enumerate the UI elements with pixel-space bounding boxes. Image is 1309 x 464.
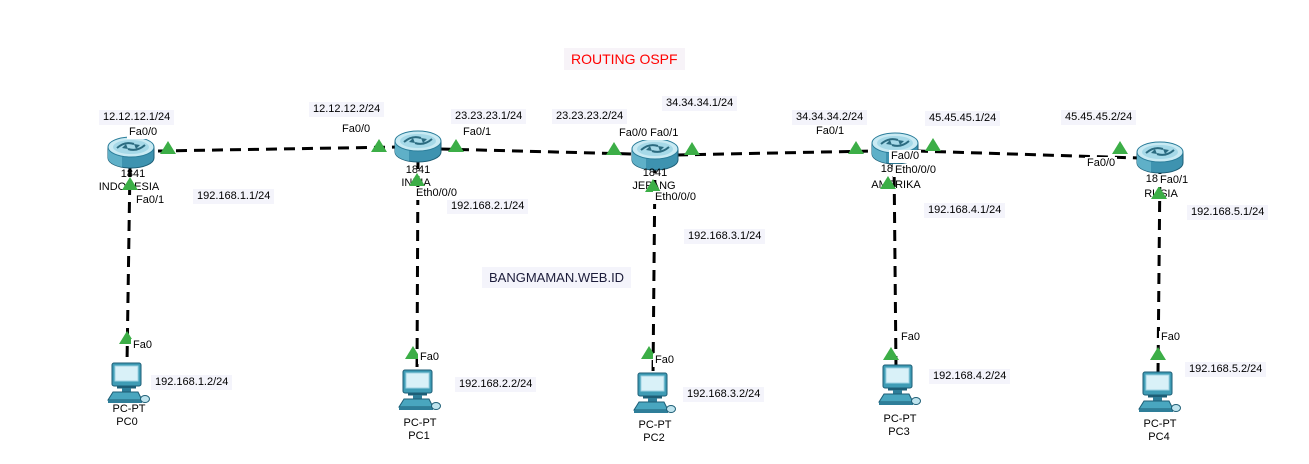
pc-name-label: PC1 <box>408 430 430 442</box>
pc-name-label: PC3 <box>888 426 910 438</box>
router-rusia[interactable] <box>1136 141 1184 180</box>
port-label-rusia-fa0-1: Fa0/1 <box>1158 174 1191 187</box>
port-label-pc0-fa0: Fa0 <box>131 339 154 352</box>
link-up-icon <box>1112 141 1128 154</box>
ip-note-wan1-b[interactable]: 12.12.12.2/24 <box>309 102 385 117</box>
link-india-jepang[interactable] <box>439 147 634 156</box>
port-label-india-fa0-0: Fa0/0 <box>340 123 373 136</box>
ip-note-wan2-b[interactable]: 23.23.23.2/24 <box>552 109 628 124</box>
ip-note-lan4-gw[interactable]: 192.168.4.1/24 <box>924 203 1006 218</box>
watermark-note[interactable]: BANGMAMAN.WEB.ID <box>482 267 632 288</box>
router-india[interactable] <box>394 130 442 169</box>
pc-icon <box>107 362 150 403</box>
port-label-amerika-fa0-1: Fa0/1 <box>814 125 847 138</box>
pc-model-label: PC-PT <box>1143 418 1177 430</box>
ip-note-lan3-gw[interactable]: 192.168.3.1/24 <box>684 229 766 244</box>
port-label-jepang-fa0-0-fa0-1: Fa0/0 Fa0/1 <box>617 127 681 140</box>
link-up-icon <box>883 347 899 360</box>
port-label-india-eth0-0-0: Eth0/0/0 <box>414 187 459 200</box>
router-icon <box>394 130 442 163</box>
link-up-icon <box>880 176 896 189</box>
pc-pc1[interactable] <box>396 369 442 418</box>
pc-name-label: PC4 <box>1148 431 1170 443</box>
link-up-icon <box>371 139 387 152</box>
pc-model-label: PC-PT <box>112 403 146 415</box>
ip-note-lan5-gw[interactable]: 192.168.5.1/24 <box>1187 205 1269 220</box>
link-up-icon <box>409 173 425 186</box>
link-jepang-amerika[interactable] <box>676 149 874 157</box>
link-up-icon <box>1150 347 1166 360</box>
pc-icon <box>1138 371 1181 412</box>
link-up-icon <box>1151 186 1167 199</box>
router-icon <box>631 138 679 171</box>
router-icon <box>107 136 155 169</box>
ip-note-pc2[interactable]: 192.168.3.2/24 <box>683 387 765 402</box>
link-up-icon <box>122 177 138 190</box>
port-label-amerika-eth0-0-0: Eth0/0/0 <box>893 164 938 177</box>
link-up-icon <box>606 142 622 155</box>
port-label-indonesia-fa0-1: Fa0/1 <box>134 194 167 207</box>
router-jepang[interactable] <box>631 138 679 177</box>
ip-note-pc0[interactable]: 192.168.1.2/24 <box>151 375 233 390</box>
link-up-icon <box>448 139 464 152</box>
pc-model-label: PC-PT <box>883 413 917 425</box>
ip-note-pc4[interactable]: 192.168.5.2/24 <box>1185 362 1267 377</box>
ip-note-wan3-a[interactable]: 34.34.34.1/24 <box>662 96 738 111</box>
ip-note-wan4-a[interactable]: 45.45.45.1/24 <box>925 111 1001 126</box>
pc-icon <box>633 372 676 413</box>
ip-note-pc3[interactable]: 192.168.4.2/24 <box>929 369 1011 384</box>
pc-icon <box>398 369 441 410</box>
router-model-label: 1841 <box>642 167 668 179</box>
pc-pc3[interactable] <box>876 364 922 413</box>
router-icon <box>1136 141 1184 174</box>
port-label-pc4-fa0: Fa0 <box>1159 331 1182 344</box>
ip-note-wan3-b[interactable]: 34.34.34.2/24 <box>792 110 868 125</box>
port-label-jepang-eth0-0-0: Eth0/0/0 <box>653 191 698 204</box>
pc-pc4[interactable] <box>1136 371 1182 420</box>
port-label-india-fa0-1: Fa0/1 <box>461 126 494 139</box>
ip-note-wan4-b[interactable]: 45.45.45.2/24 <box>1061 110 1137 125</box>
ip-note-pc1[interactable]: 192.168.2.2/24 <box>455 377 537 392</box>
link-up-icon <box>925 138 941 151</box>
link-up-icon <box>684 142 700 155</box>
router-name-label: AMERIKA <box>871 179 921 191</box>
link-up-icon <box>160 141 176 154</box>
pc-pc0[interactable] <box>105 362 151 411</box>
pc-pc2[interactable] <box>631 372 677 421</box>
pc-icon <box>878 364 921 405</box>
link-indonesia-india[interactable] <box>157 145 399 153</box>
port-label-pc1-fa0: Fa0 <box>418 351 441 364</box>
pc-name-label: PC0 <box>116 416 138 428</box>
link-amerika-rusia[interactable] <box>916 149 1140 160</box>
port-label-amerika-fa0-0: Fa0/0 <box>889 150 922 163</box>
link-up-icon <box>645 179 661 192</box>
ip-note-wan2-a[interactable]: 23.23.23.1/24 <box>451 109 527 124</box>
port-label-pc3-fa0: Fa0 <box>899 331 922 344</box>
pc-model-label: PC-PT <box>403 417 437 429</box>
ip-note-lan1-gw[interactable]: 192.168.1.1/24 <box>193 189 275 204</box>
ip-note-wan1-a[interactable]: 12.12.12.1/24 <box>99 110 175 125</box>
port-label-indonesia-fa0-0: Fa0/0 <box>127 126 160 139</box>
port-label-pc2-fa0: Fa0 <box>653 354 676 367</box>
diagram-title[interactable]: ROUTING OSPF <box>564 48 685 70</box>
link-up-icon <box>405 346 421 359</box>
port-label-rusia-fa0-0: Fa0/0 <box>1085 157 1118 170</box>
pc-model-label: PC-PT <box>638 419 672 431</box>
link-up-icon <box>848 141 864 154</box>
pc-name-label: PC2 <box>643 432 665 444</box>
ip-note-lan2-gw[interactable]: 192.168.2.1/24 <box>447 199 529 214</box>
